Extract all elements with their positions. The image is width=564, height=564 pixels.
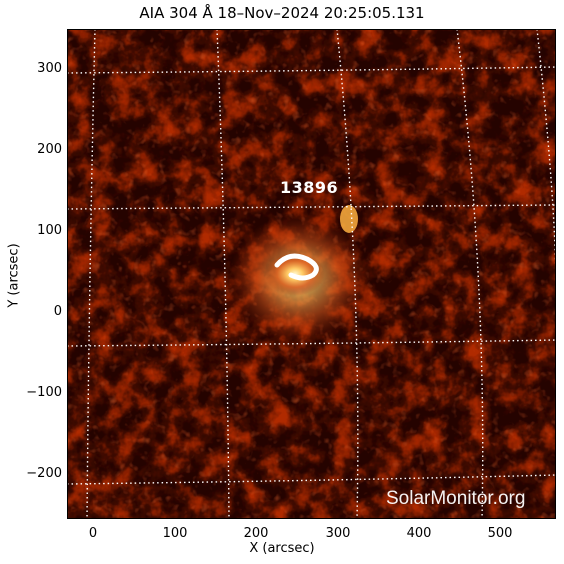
solar-image	[67, 29, 556, 519]
x-tick-label: 200	[243, 526, 269, 541]
x-tick-label: 100	[162, 526, 188, 541]
y-axis-label: Y (arcsec)	[6, 243, 22, 308]
flare-loop	[274, 253, 319, 281]
y-tick-label: 0	[53, 304, 62, 319]
solar-image-panel	[67, 29, 556, 519]
x-tick-label: 300	[325, 526, 351, 541]
x-axis-label: X (arcsec)	[249, 541, 315, 556]
heliographic-grid	[67, 29, 556, 519]
y-tick-label: 300	[37, 61, 62, 76]
y-tick-label: 200	[37, 142, 62, 157]
y-tick-label: 100	[37, 223, 62, 238]
x-tick-label: 0	[88, 526, 98, 541]
y-tick-label: −200	[26, 466, 62, 481]
x-tick-label: 500	[487, 526, 513, 541]
watermark-logo: SolarMonitor.org	[386, 488, 526, 509]
active-region-label: 13896	[280, 178, 339, 197]
bright-patch	[340, 205, 358, 233]
x-tick-label: 400	[406, 526, 432, 541]
image-title: AIA 304 Å 18–Nov–2024 20:25:05.131	[139, 4, 425, 22]
y-tick-label: −100	[26, 385, 62, 400]
